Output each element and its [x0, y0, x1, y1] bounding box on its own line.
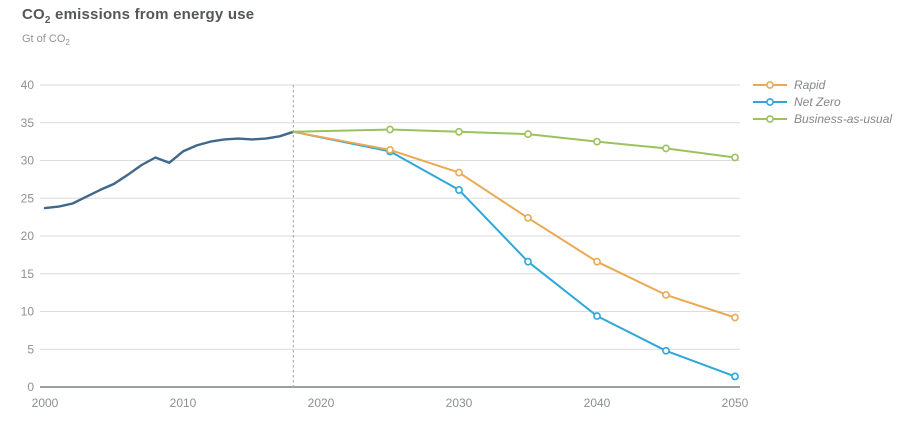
data-point-marker-business-as-usual: [386, 125, 394, 134]
legend-item-net-zero: Net Zero: [752, 94, 892, 109]
legend-label: Net Zero: [794, 94, 841, 109]
chart-legend: Rapid Net Zero Business-as-usual: [752, 77, 893, 126]
title-text: CO: [22, 6, 45, 23]
data-point-marker-rapid: [386, 146, 394, 154]
data-point-marker-net-zero: [593, 312, 601, 320]
data-point-marker-net-zero: [455, 186, 463, 194]
data-point-marker-business-as-usual: [455, 127, 463, 136]
legend-swatch-icon: [753, 97, 787, 106]
x-tick-label: 2050: [722, 396, 749, 410]
data-point-marker-net-zero: [662, 346, 670, 355]
legend-swatch-icon: [753, 114, 787, 123]
y-tick-label: 5: [27, 342, 34, 356]
data-point-marker-rapid: [455, 168, 463, 177]
legend-label: Business-as-usual: [794, 111, 893, 126]
data-point-marker-business-as-usual: [662, 144, 670, 153]
legend-label: Rapid: [794, 77, 826, 92]
data-point-marker-business-as-usual: [593, 137, 601, 146]
series-line-rapid: [292, 130, 736, 319]
y-tick-label: 30: [21, 154, 35, 168]
x-tick-label: 2010: [170, 396, 197, 410]
data-point-marker-rapid: [593, 257, 601, 266]
x-tick-label: 2030: [446, 396, 473, 410]
page-title: CO2 emissions from energy use: [22, 6, 254, 26]
x-tick-label: 2020: [308, 396, 335, 410]
y-tick-label: 15: [21, 267, 35, 281]
y-tick-label: 40: [21, 78, 35, 92]
subtitle-text: Gt of CO: [22, 33, 66, 45]
data-point-marker-net-zero: [731, 372, 739, 381]
data-point-marker-net-zero: [524, 257, 532, 266]
data-point-marker-rapid: [662, 290, 670, 299]
y-axis-unit-label: Gt of CO2: [22, 33, 70, 47]
data-point-marker-business-as-usual: [524, 130, 532, 138]
legend-item-rapid: Rapid: [752, 77, 892, 92]
data-point-marker-business-as-usual: [731, 153, 739, 162]
title-rest: emissions from energy use: [50, 6, 255, 23]
y-tick-label: 25: [21, 191, 35, 205]
subtitle-subscript: 2: [65, 38, 70, 48]
data-point-marker-rapid: [524, 213, 532, 222]
x-tick-label: 2040: [584, 396, 611, 410]
legend-item-business-as-usual: Business-as-usual: [752, 111, 893, 126]
y-tick-label: 35: [21, 116, 35, 130]
y-tick-label: 20: [21, 229, 35, 243]
data-point-marker-rapid: [731, 313, 739, 322]
x-tick-label: 2000: [32, 396, 59, 410]
y-tick-label: 10: [21, 305, 35, 319]
title-subscript: 2: [44, 15, 51, 26]
y-tick-label: 0: [27, 380, 34, 394]
series-line-history: [43, 130, 295, 210]
legend-swatch-icon: [753, 80, 787, 89]
series-line-net-zero: [292, 130, 736, 378]
